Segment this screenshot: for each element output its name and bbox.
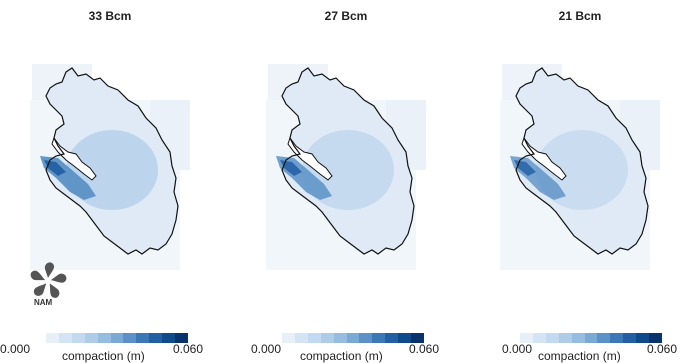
colorbar-swatch	[610, 333, 624, 343]
colorbar-swatch	[136, 333, 150, 343]
colorbar-swatch	[649, 333, 662, 343]
colorbar-swatch	[294, 333, 308, 343]
colorbar-max-label: 0.060	[409, 342, 440, 356]
field-outline	[281, 67, 415, 255]
colorbar-swatch	[97, 333, 111, 343]
logo-text: NAM	[34, 298, 53, 307]
colorbar-swatch	[385, 333, 399, 343]
channel	[51, 136, 97, 181]
colorbar-swatch	[346, 333, 360, 343]
colorbar-swatch	[597, 333, 611, 343]
colorbar-swatch	[320, 333, 334, 343]
field-area	[516, 68, 648, 254]
colorbar	[282, 333, 424, 343]
field-outline	[515, 67, 649, 255]
colorbar-swatch	[571, 333, 585, 343]
colorbar-swatch	[84, 333, 98, 343]
compaction-map	[500, 64, 660, 270]
colorbar-swatch	[162, 333, 176, 343]
colorbar-swatch	[58, 333, 72, 343]
panel-21-bcm: 21 Bcm 0.000 compaction (m) 0.060	[470, 0, 683, 363]
colorbar-swatch	[307, 333, 321, 343]
panel-33-bcm: 33 Bcm 0.000 compaction (m) 0.060 NAM	[0, 0, 220, 363]
panel-27-bcm: 27 Bcm 0.000 compaction (m) 0.060	[236, 0, 456, 363]
colorbar-min-label: 0.000	[502, 342, 533, 356]
colorbar-swatch	[532, 333, 546, 343]
colorbar-swatch	[623, 333, 637, 343]
colorbar-swatch	[333, 333, 347, 343]
compaction-hotspot	[280, 160, 302, 176]
compaction-map	[266, 64, 426, 270]
colorbar-swatch	[558, 333, 572, 343]
compaction-hotspot	[514, 160, 536, 176]
colorbar-swatch	[175, 333, 188, 343]
colorbar-swatch	[110, 333, 124, 343]
colorbar-swatch	[372, 333, 386, 343]
colorbar-swatch	[398, 333, 412, 343]
channel	[521, 136, 567, 181]
colorbar-swatch	[282, 333, 295, 343]
colorbar	[46, 333, 188, 343]
colorbar-swatch	[545, 333, 559, 343]
field-outline	[45, 67, 179, 255]
colorbar-swatch	[149, 333, 163, 343]
colorbar-max-label: 0.060	[647, 342, 678, 356]
colorbar-title: compaction (m)	[538, 349, 621, 363]
colorbar-swatch	[71, 333, 85, 343]
nam-shell-logo-icon	[30, 262, 67, 298]
colorbar-swatch	[584, 333, 598, 343]
compaction-map	[30, 64, 190, 270]
colorbar-min-label: 0.000	[0, 342, 31, 356]
colorbar-swatch	[411, 333, 424, 343]
colorbar-swatch	[46, 333, 59, 343]
colorbar-swatch	[123, 333, 137, 343]
colorbar-min-label: 0.000	[251, 342, 282, 356]
compaction-hotspot	[44, 160, 66, 176]
colorbar-swatch	[359, 333, 373, 343]
colorbar-title: compaction (m)	[62, 349, 145, 363]
panel-title: 21 Bcm	[558, 9, 602, 23]
channel	[287, 136, 333, 181]
panel-title: 33 Bcm	[88, 9, 132, 23]
colorbar-swatch	[520, 333, 533, 343]
colorbar	[520, 333, 662, 343]
panel-title: 27 Bcm	[324, 9, 368, 23]
colorbar-max-label: 0.060	[173, 342, 204, 356]
colorbar-title: compaction (m)	[300, 349, 383, 363]
colorbar-swatch	[636, 333, 650, 343]
